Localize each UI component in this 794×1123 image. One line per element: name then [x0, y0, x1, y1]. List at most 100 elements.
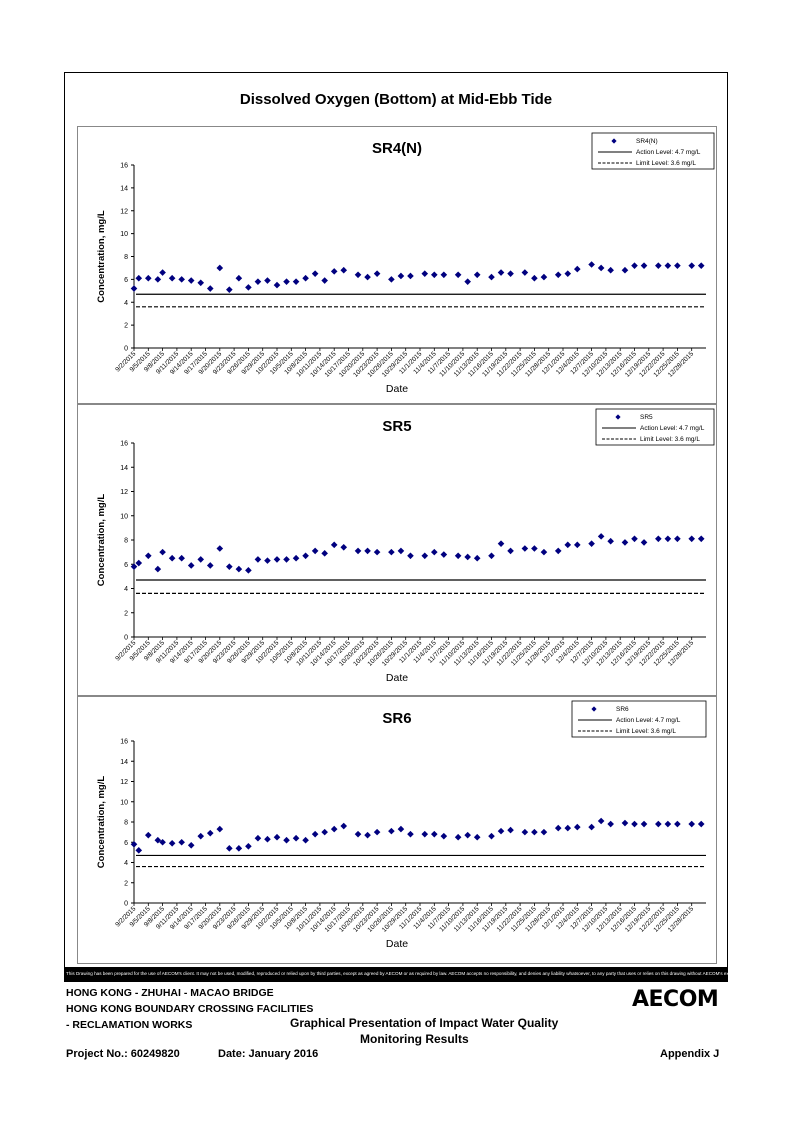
data-point — [135, 847, 143, 854]
data-point — [497, 827, 505, 835]
data-point — [554, 547, 562, 555]
data-point — [521, 545, 529, 552]
data-point — [454, 271, 462, 279]
data-point — [145, 831, 152, 839]
data-point — [388, 548, 395, 556]
data-point — [388, 276, 395, 283]
appendix-label: Appendix J — [660, 1048, 720, 1060]
data-point — [135, 559, 143, 567]
data-point — [473, 554, 481, 562]
y-tick-label: 4 — [124, 586, 128, 593]
chart-panel-sr5: SR5 0 2 4 6 8 10 12 14 16 Concentration, mg/L 9/2/2… — [77, 404, 717, 696]
data-point — [431, 830, 438, 838]
data-point — [574, 265, 581, 273]
data-point — [145, 274, 152, 282]
data-point — [397, 272, 405, 280]
data-point — [245, 567, 252, 574]
data-point — [264, 557, 271, 564]
data-point — [311, 270, 319, 277]
data-point — [340, 266, 348, 274]
data-point — [540, 828, 548, 836]
data-point — [607, 266, 614, 274]
disclaimer-bar: This Drawing has been prepared for the u… — [64, 967, 728, 981]
data-point — [664, 535, 672, 543]
data-point — [373, 548, 381, 556]
y-tick-label: 4 — [124, 300, 128, 307]
data-point — [431, 271, 438, 279]
x-axis-label: Date — [386, 383, 408, 395]
data-point — [330, 541, 338, 549]
data-point — [640, 820, 648, 828]
y-tick-label: 16 — [120, 739, 128, 746]
data-point — [421, 830, 429, 838]
y-tick-label: 8 — [124, 254, 128, 261]
data-point — [159, 548, 166, 556]
data-point — [507, 270, 514, 277]
y-tick-label: 2 — [124, 323, 128, 330]
data-point — [216, 825, 224, 833]
data-point — [330, 825, 338, 833]
data-point — [216, 264, 224, 272]
x-axis-label: Date — [386, 938, 408, 950]
data-point — [640, 539, 648, 546]
data-point — [464, 831, 471, 839]
y-tick-label: 10 — [120, 231, 128, 238]
data-point — [245, 284, 252, 291]
data-point — [588, 261, 595, 268]
data-point — [283, 556, 290, 563]
data-point — [554, 824, 562, 832]
data-point — [507, 547, 514, 555]
data-point — [588, 540, 595, 547]
data-point — [254, 834, 262, 842]
data-point — [564, 824, 572, 832]
data-point — [688, 262, 695, 269]
data-point — [354, 830, 362, 838]
project-number: Project No.: 60249820 — [66, 1048, 180, 1060]
data-point — [597, 264, 605, 272]
data-point — [440, 551, 448, 558]
data-point — [178, 838, 185, 846]
data-point — [407, 272, 414, 280]
legend-label: Action Level: 4.7 mg/L — [636, 149, 701, 156]
data-point — [597, 533, 605, 540]
data-point — [206, 285, 214, 292]
data-point — [321, 550, 328, 557]
y-tick-label: 8 — [124, 820, 128, 827]
y-tick-label: 14 — [120, 185, 128, 192]
data-point — [154, 836, 162, 844]
data-point — [488, 552, 495, 560]
footer-line-1: HONG KONG - ZHUHAI - MACAO BRIDGE — [66, 987, 274, 999]
data-point — [631, 535, 638, 543]
legend-label: SR4(N) — [636, 138, 658, 145]
data-point — [473, 271, 481, 279]
y-tick-label: 12 — [120, 779, 128, 786]
data-point — [431, 548, 438, 556]
data-point — [674, 535, 681, 543]
data-point — [588, 823, 595, 831]
data-point — [178, 554, 185, 562]
data-point — [507, 826, 514, 834]
data-point — [407, 830, 414, 838]
data-point — [264, 277, 271, 284]
data-point — [655, 820, 662, 828]
data-point — [421, 552, 429, 560]
data-point — [154, 565, 162, 573]
data-point — [364, 547, 371, 555]
data-point — [206, 829, 214, 837]
y-tick-label: 2 — [124, 610, 128, 617]
data-point — [273, 833, 281, 841]
data-point — [283, 836, 290, 844]
data-point — [397, 547, 405, 555]
data-point — [621, 539, 629, 546]
y-tick-label: 6 — [124, 277, 128, 284]
y-tick-label: 12 — [120, 208, 128, 215]
y-tick-label: 14 — [120, 759, 128, 766]
drawing-frame: Dissolved Oxygen (Bottom) at Mid-Ebb Tid… — [64, 72, 728, 982]
data-point — [264, 835, 271, 843]
data-point — [631, 820, 638, 828]
data-point — [488, 273, 495, 281]
data-point — [197, 832, 205, 840]
data-point — [564, 270, 572, 277]
y-tick-label: 4 — [124, 860, 128, 867]
data-point — [340, 543, 348, 551]
